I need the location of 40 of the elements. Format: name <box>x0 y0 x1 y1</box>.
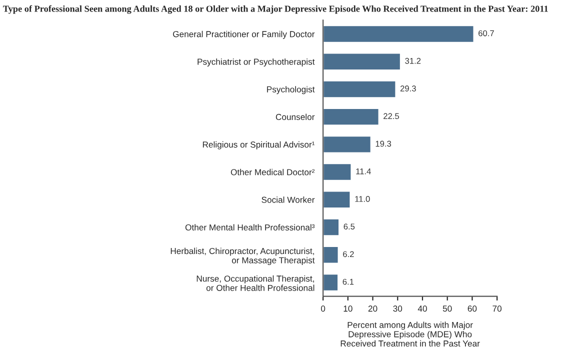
data-label: 31.2 <box>405 58 421 64</box>
data-label: 6.1 <box>342 278 354 285</box>
y-tick-label: Religious or Spiritual Advisor¹ <box>202 141 315 150</box>
x-axis-title: Percent among Adults with Major Depressive Episode (MDE) Who Received Treatment in the Past Year <box>340 322 480 347</box>
data-label: 19.3 <box>376 140 392 147</box>
data-label: 11.0 <box>355 196 370 202</box>
data-label: 22.5 <box>384 113 400 120</box>
y-tick-label: Counselor <box>276 114 315 120</box>
data-label: 60.7 <box>478 30 494 36</box>
x-tick-label: 70 <box>492 306 502 312</box>
y-tick-label: Other Medical Doctor² <box>230 168 315 176</box>
y-tick-label: Nurse, Occupational Therapist, or Other Health Professional <box>196 275 314 291</box>
y-tick-label: Psychiatrist or Psychotherapist <box>198 58 315 67</box>
x-tick-label: 30 <box>393 306 402 312</box>
bar <box>323 273 339 292</box>
x-tick-label: 10 <box>344 306 352 312</box>
x-tick-label: 50 <box>442 306 452 312</box>
bar <box>323 190 352 209</box>
data-label: 6.5 <box>344 224 355 230</box>
data-label: 29.3 <box>400 86 416 92</box>
bar <box>323 52 402 71</box>
bar <box>323 80 397 98</box>
y-tick-label: Psychologist <box>267 86 315 94</box>
bar <box>323 246 340 264</box>
x-tick-label: 20 <box>368 306 378 312</box>
x-tick-label: 60 <box>468 306 477 312</box>
y-tick-label: General Practitioner or Family Doctor <box>173 30 315 39</box>
chart-title: Type of Professional Seen among Adults Aged 18 or Older with a Major Depressive Episode Who Received Treatment in the Past Year: 2011 <box>3 5 548 14</box>
x-tick-label: 0 <box>321 306 326 312</box>
bar <box>323 108 380 126</box>
x-tick-label: 40 <box>418 306 427 312</box>
y-tick-label: Other Mental Health Professional³ <box>185 224 315 230</box>
data-label: 11.4 <box>356 168 371 174</box>
bar <box>323 24 475 44</box>
bar <box>323 162 352 182</box>
y-tick-label: Herbalist, Chiropractor, Acupuncturist, or Massage Therapist <box>170 248 315 266</box>
bar <box>323 135 372 154</box>
bar <box>323 218 340 237</box>
y-tick-label: Social Worker <box>262 196 315 203</box>
data-label: 6.2 <box>343 251 354 258</box>
